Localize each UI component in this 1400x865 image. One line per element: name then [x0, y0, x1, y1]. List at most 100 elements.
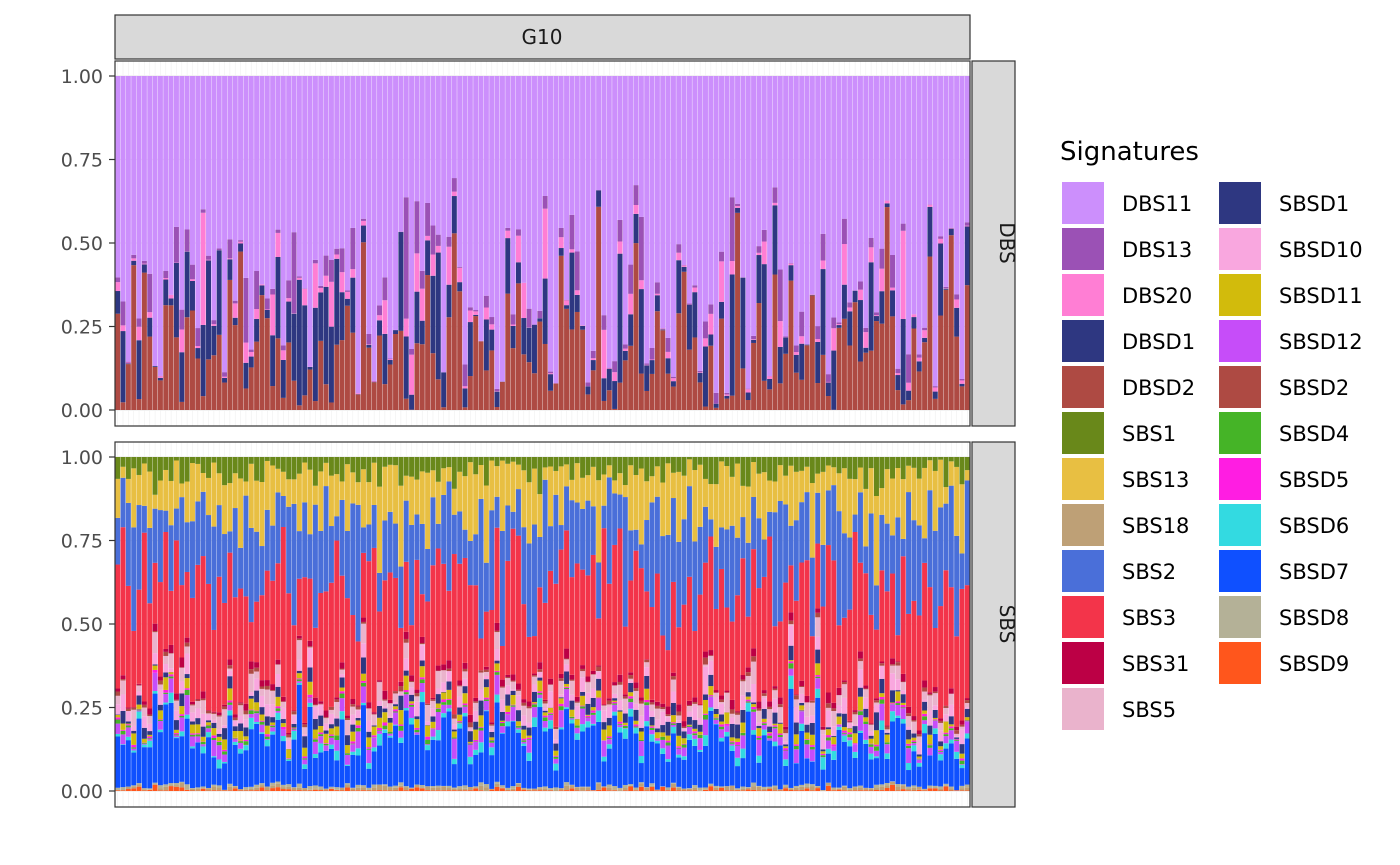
sbs-bar-segment-sbs13	[344, 464, 350, 531]
sbs-bar-segment-sbs13	[809, 483, 815, 558]
sbs-bar-segment-sbsd5	[302, 756, 308, 759]
sbs-bar-segment-sbsd5	[622, 725, 628, 726]
sbs-bar-segment-sbsd12	[954, 740, 960, 752]
sbs-bar-segment-sbsd1	[932, 709, 938, 718]
dbs-bar-segment-dbsd2	[841, 318, 847, 410]
dbs-bar-segment-dbs20	[227, 258, 233, 260]
sbs-bar-segment-sbs2	[446, 481, 452, 591]
sbs-bar-segment-sbsd8	[670, 782, 676, 784]
sbs-bar-segment-sbs31	[932, 687, 938, 692]
sbs-bar-segment-sbsd4	[590, 712, 596, 715]
legend-swatch-sbsd2	[1219, 366, 1261, 408]
dbs-bar-segment-dbsd2	[328, 402, 334, 410]
dbs-bar-segment-dbs20	[243, 342, 249, 363]
sbs-bar-segment-sbsd10	[441, 682, 447, 692]
sbs-bar-segment-sbsd12	[665, 745, 671, 760]
sbs-bar-segment-sbsd4	[419, 679, 425, 684]
sbs-bar-segment-sbsd1	[515, 710, 521, 722]
sbs-bar-segment-sbs5	[499, 687, 505, 700]
sbs-bar-segment-sbs31	[751, 648, 757, 657]
sbs-bar-segment-sbs13	[473, 474, 479, 535]
dbs-bar-segment-dbs11	[660, 76, 666, 329]
sbs-bar-segment-sbs1	[238, 457, 244, 479]
sbs-bar-segment-sbsd5	[377, 727, 382, 731]
sbs-bar-segment-sbsd8	[868, 788, 874, 789]
sbs-bar-segment-sbsd5	[222, 749, 228, 752]
sbs-bar-segment-sbs18	[713, 787, 719, 791]
sbs-bar-segment-sbs31	[403, 631, 409, 639]
sbs-bar-segment-sbsd4	[938, 750, 944, 752]
sbs-bar-segment-sbs5	[323, 718, 329, 724]
dbs-bar-segment-dbsd2	[163, 305, 169, 410]
sbs-bar-segment-sbsd4	[483, 699, 489, 701]
sbs-bar-segment-sbsd2	[574, 701, 580, 703]
sbs-bar-segment-sbsd9	[649, 786, 655, 791]
sbs-bar-segment-sbs13	[804, 466, 810, 493]
dbs-bar-segment-dbs20	[665, 351, 671, 359]
sbs-bar-segment-sbs13	[526, 482, 532, 544]
sbs-bar-segment-sbs18	[574, 787, 580, 791]
sbs-bar-segment-sbs18	[537, 788, 543, 791]
dbs-bar-segment-dbsd1	[441, 372, 447, 408]
sbs-bar-segment-sbs5	[371, 714, 377, 726]
sbs-bar-segment-sbsd9	[740, 790, 746, 791]
sbs-bar-segment-sbsd11	[596, 690, 602, 698]
sbs-bar-segment-sbsd5	[483, 697, 489, 700]
sbs-bar-segment-sbsd5	[628, 696, 634, 699]
sbs-bar-segment-sbsd10	[141, 716, 147, 728]
sbs-bar-segment-sbsd12	[521, 741, 527, 744]
sbs-bar-segment-sbs5	[409, 682, 415, 688]
sbs-bar-segment-sbs1	[932, 457, 938, 471]
sbs-bar-segment-sbsd4	[686, 726, 692, 727]
sbs-bar-segment-sbsd12	[783, 750, 789, 760]
sbs-bar-segment-sbsd12	[676, 748, 682, 755]
sbs-bar-segment-sbsd10	[841, 697, 847, 714]
sbs-bar-segment-sbs5	[825, 707, 831, 711]
dbs-bar-segment-dbsd2	[131, 265, 137, 410]
dbs-bar-segment-dbs13	[959, 378, 965, 381]
sbs-bar-segment-sbsd10	[558, 694, 564, 698]
sbs-bar-segment-sbsd7	[478, 752, 484, 783]
sbs-bar-segment-sbs31	[697, 704, 703, 706]
sbs-bar-segment-sbsd1	[483, 679, 489, 688]
dbs-bar-segment-dbsd1	[505, 238, 511, 294]
dbs-bar-segment-dbs13	[938, 236, 944, 239]
dbs-bar-segment-dbs20	[777, 321, 783, 347]
sbs-bar-segment-sbs18	[788, 788, 794, 791]
sbs-bar-segment-sbsd12	[419, 683, 425, 693]
dbs-bar-segment-dbs20	[339, 272, 345, 293]
sbs-bar-segment-sbsd5	[328, 734, 334, 736]
sbs-bar-segment-sbs13	[361, 469, 366, 528]
sbs-bar-segment-sbsd1	[580, 691, 586, 696]
sbs-bar-segment-sbs2	[179, 497, 185, 586]
sbs-bar-segment-sbsd2	[425, 703, 431, 705]
dbs-bar-segment-dbs20	[900, 230, 906, 320]
sbs-bar-segment-sbs3	[708, 536, 714, 651]
sbs-bar-segment-sbs2	[708, 519, 714, 537]
sbs-bar-segment-sbsd1	[708, 674, 714, 687]
sbs-bar-segment-sbsd4	[350, 743, 356, 745]
sbs-bar-segment-sbsd5	[548, 712, 553, 714]
dbs-bar-segment-dbsd2	[836, 327, 842, 410]
sbs-bar-segment-sbs2	[542, 479, 548, 603]
sbs-bar-segment-sbs3	[467, 585, 473, 715]
sbs-bar-segment-sbs5	[553, 729, 559, 740]
dbs-bar-segment-dbs13	[772, 187, 778, 203]
sbs-bar-segment-sbsd8	[537, 787, 543, 789]
dbs-bar-segment-dbs20	[296, 277, 302, 280]
sbs-bar-segment-sbsd6	[713, 723, 719, 725]
dbs-bar-segment-dbs20	[318, 287, 324, 293]
sbs-bar-segment-sbs31	[783, 726, 789, 730]
sbs-bar-segment-sbs31	[467, 714, 473, 723]
sbs-bar-segment-sbs1	[836, 457, 842, 474]
sbs-bar-segment-sbsd7	[222, 763, 228, 790]
sbs-bar-segment-sbsd1	[735, 724, 741, 739]
sbs-bar-segment-sbsd1	[280, 719, 286, 724]
sbs-bar-segment-sbsd12	[157, 720, 163, 730]
sbs-bar-segment-sbs5	[719, 702, 724, 704]
sbs-bar-segment-sbs31	[206, 710, 211, 711]
sbs-bar-segment-sbs1	[911, 457, 917, 468]
sbs-bar-segment-sbs2	[767, 511, 773, 537]
dbs-bar-segment-dbsd1	[494, 391, 500, 408]
sbs-bar-segment-sbs13	[120, 466, 126, 478]
